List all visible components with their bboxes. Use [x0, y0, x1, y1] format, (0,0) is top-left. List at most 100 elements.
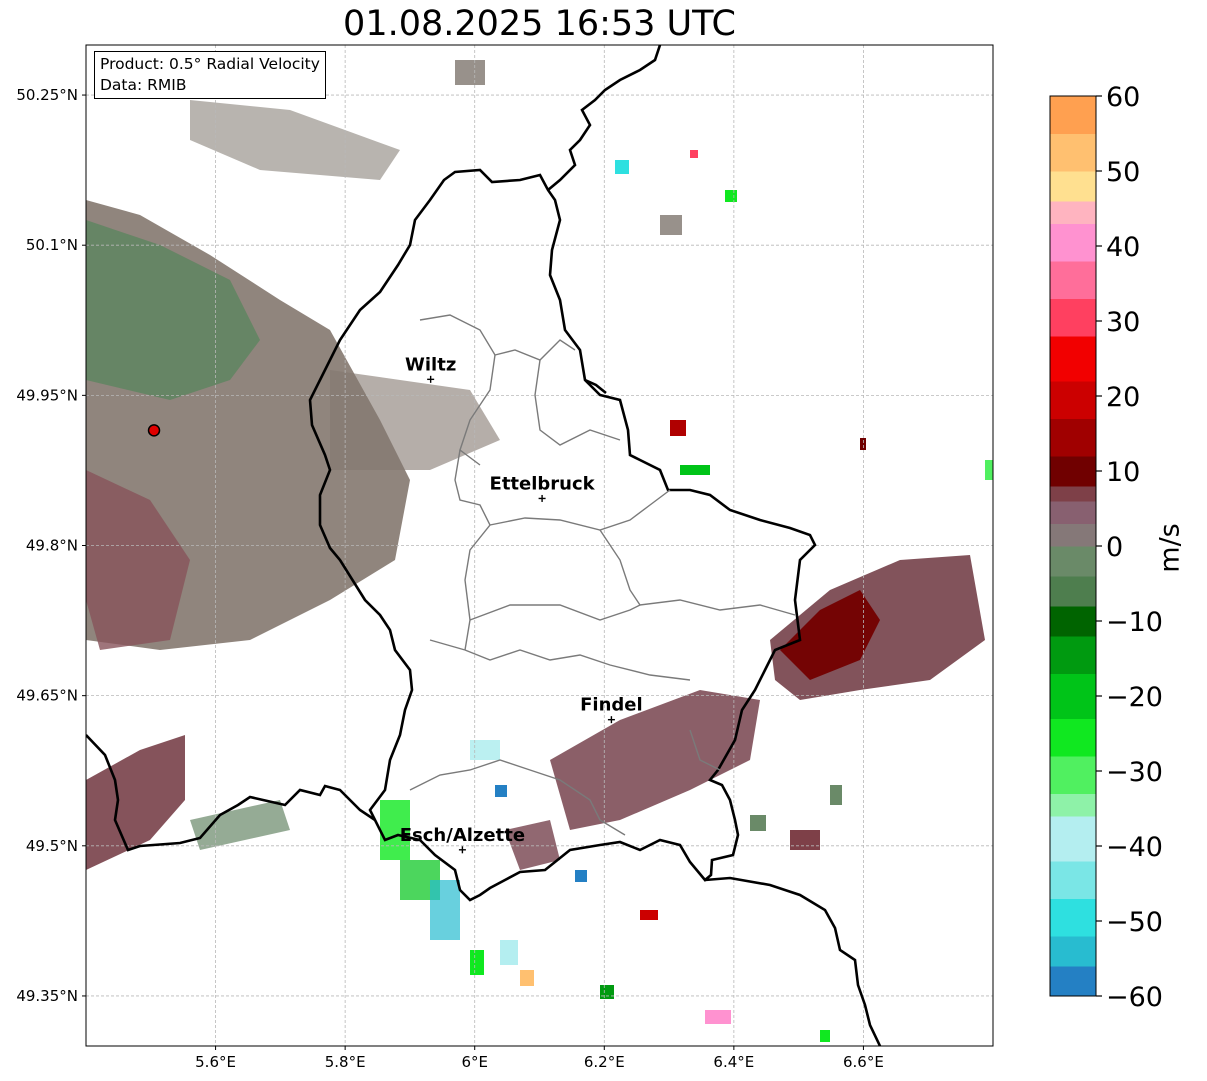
radar-echo-east-storm [770, 555, 985, 700]
radar-echo-speck [470, 950, 484, 975]
radar-echo-layer [86, 30, 993, 1042]
city-label: Wiltz [405, 354, 456, 375]
city-marker: Findel [580, 695, 643, 724]
colorbar-segment [1050, 816, 1096, 862]
colorbar-tick-label: 40 [1106, 232, 1140, 263]
x-tick-label: 6°E [461, 1053, 488, 1071]
germany-border-moselle [584, 378, 607, 395]
radar-site-marker [147, 424, 161, 437]
canton-boundary [454, 449, 491, 651]
colorbar-segment [1050, 793, 1096, 817]
radar-echo-speck [985, 460, 993, 480]
canton-boundary [409, 759, 626, 836]
radar-echo-speck [830, 785, 842, 805]
radar-echo-speck [500, 30, 520, 45]
radar-echo-speck [725, 190, 737, 202]
colorbar-segment [1050, 133, 1096, 172]
colorbar-tick-label: −50 [1106, 907, 1163, 938]
colorbar-tick-label: 30 [1106, 307, 1140, 338]
data-source-line: Data: RMIB [100, 76, 187, 94]
colorbar-segment [1050, 381, 1096, 419]
colorbar-tick-label: 20 [1106, 382, 1140, 413]
city-label: Findel [580, 695, 643, 716]
map-axis-ticks: 5.6°E 5.8°E 6°E 6.2°E 6.4°E 6.6°E 50.25°N 50.1°… [16, 86, 884, 1071]
radar-echo-southwest [86, 735, 185, 870]
radar-echo-speck [520, 970, 534, 986]
canton-boundary [464, 649, 691, 681]
radar-echo-speck [750, 815, 766, 831]
radar-echo-speck [470, 740, 500, 760]
colorbar-segment [1050, 576, 1096, 607]
colorbar-tick-label: 50 [1106, 157, 1140, 188]
velocity-colorbar: 60 50 40 30 20 10 0 −10 −20 −30 −40 −50 −60 [1049, 82, 1163, 1013]
colorbar-segment [1050, 171, 1096, 202]
canton-boundary [459, 354, 496, 466]
colorbar-segment [1050, 546, 1096, 577]
y-tick-label: 49.5°N [26, 837, 78, 855]
y-tick-label: 49.95°N [16, 386, 78, 404]
colorbar-tick-label: −40 [1106, 832, 1163, 863]
y-tick-label: 49.35°N [16, 987, 78, 1005]
colorbar-segment [1050, 523, 1096, 547]
canton-boundary [419, 314, 576, 361]
colorbar-units-label: m/s [1154, 523, 1186, 573]
colorbar-segment [1050, 456, 1096, 487]
radar-echo-speck [380, 800, 410, 860]
radar-echo-findel [550, 690, 760, 830]
city-label: Ettelbruck [490, 473, 596, 494]
colorbar-segment [1050, 298, 1096, 337]
country-boundaries [86, 45, 882, 1046]
germany-border-east [704, 876, 882, 1046]
colorbar-segment [1050, 418, 1096, 457]
radar-echo-north [86, 220, 260, 400]
colorbar-segment [1050, 501, 1096, 524]
radar-echo-speck [600, 985, 614, 999]
colorbar-tick-label: −10 [1106, 607, 1163, 638]
map-title: 01.08.2025 16:53 UTC [343, 4, 736, 44]
colorbar-tick-label: −30 [1106, 757, 1163, 788]
x-tick-label: 6.4°E [713, 1053, 754, 1071]
radar-echo-speck [495, 785, 507, 797]
radar-echo-speck [670, 420, 686, 436]
canton-boundaries [409, 314, 796, 836]
colorbar-segment [1050, 486, 1096, 502]
colorbar-segment [1050, 936, 1096, 967]
x-tick-label: 6.2°E [584, 1053, 625, 1071]
radar-echo-speck [820, 1030, 830, 1042]
radar-echo-speck [680, 465, 710, 475]
canton-boundary [489, 489, 671, 531]
colorbar-segment [1050, 261, 1096, 299]
colorbar-segment [1050, 96, 1096, 134]
radar-echo-speck [430, 880, 460, 940]
city-markers: Wiltz Ettelbruck Findel Esch/Alzette [400, 354, 643, 854]
product-line: Product: 0.5° Radial Velocity [100, 55, 320, 73]
colorbar-segment [1050, 606, 1096, 637]
colorbar-segment [1050, 636, 1096, 674]
city-marker: Esch/Alzette [400, 825, 525, 854]
colorbar-tick-label: 10 [1106, 457, 1140, 488]
map-gridlines [86, 45, 993, 1046]
city-label: Esch/Alzette [400, 825, 525, 846]
colorbar-segment [1050, 861, 1096, 899]
radar-echo-speck [455, 60, 485, 85]
product-info-box: Product: 0.5° Radial Velocity Data: RMIB [94, 51, 326, 99]
colorbar-segment [1050, 336, 1096, 382]
canton-boundary [599, 529, 796, 616]
canton-boundary [429, 639, 466, 651]
radar-echo-northeast [190, 100, 400, 180]
colorbar-segment [1050, 673, 1096, 719]
radar-echo-south [86, 470, 190, 650]
radar-echo-southwest-band [190, 800, 290, 850]
x-tick-label: 5.6°E [195, 1053, 236, 1071]
radar-echo-esch [505, 820, 560, 870]
colorbar-segment [1050, 966, 1096, 997]
colorbar-segment [1050, 756, 1096, 794]
luxembourg-border [308, 168, 817, 902]
x-tick-label: 5.8°E [325, 1053, 366, 1071]
radar-echo-speck [860, 438, 866, 450]
radar-echo-speck [615, 160, 629, 174]
radar-echo-speck [790, 830, 820, 850]
x-tick-label: 6.6°E [843, 1053, 884, 1071]
colorbar-segment [1050, 898, 1096, 937]
colorbar-tick-label: 0 [1106, 532, 1123, 563]
